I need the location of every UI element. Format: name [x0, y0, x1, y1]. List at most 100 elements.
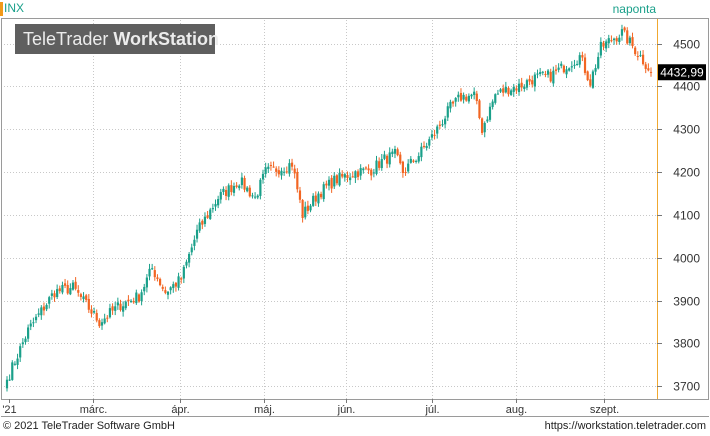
- candle-body: [246, 187, 249, 192]
- candle-body: [182, 266, 185, 279]
- x-tick-label: ápr.: [171, 404, 189, 416]
- candle-body: [238, 185, 241, 189]
- candle-body: [180, 278, 183, 280]
- candle-body: [24, 338, 27, 343]
- candle-body: [636, 56, 639, 58]
- candle-body: [8, 379, 11, 381]
- y-tick-label: 4300: [673, 123, 700, 137]
- candle-body: [71, 282, 75, 290]
- y-tick-label: 3700: [673, 380, 700, 394]
- candle-body: [148, 268, 151, 277]
- candle-body: [583, 57, 587, 73]
- candle-body: [531, 80, 534, 85]
- candle-body: [562, 65, 566, 73]
- footer-url[interactable]: https://workstation.teletrader.com: [544, 420, 706, 432]
- candle-body: [343, 174, 346, 178]
- candle-body: [145, 277, 148, 288]
- candle-body: [317, 193, 320, 204]
- candle-body: [454, 97, 457, 102]
- candle-body: [417, 156, 420, 162]
- candle-body: [341, 173, 344, 177]
- candle-body: [647, 68, 650, 71]
- copyright-text: © 2021 TeleTrader Software GmbH: [3, 420, 175, 432]
- candle-body: [251, 195, 254, 197]
- candle-body: [143, 286, 146, 292]
- candle-body: [639, 55, 642, 57]
- candle-body: [232, 185, 236, 193]
- candle-body: [174, 282, 178, 287]
- candle-body: [575, 63, 579, 65]
- candle-body: [296, 171, 299, 190]
- candle-body: [188, 253, 191, 263]
- candle-body: [58, 288, 61, 292]
- candle-body: [364, 167, 368, 169]
- candle-body: [457, 94, 460, 98]
- candle-body: [269, 165, 273, 167]
- x-tick-label: szept.: [590, 404, 619, 416]
- candle-body: [319, 193, 323, 198]
- candle-body: [388, 152, 391, 165]
- candle-body: [40, 307, 43, 316]
- candle-body: [301, 200, 304, 218]
- candle-body: [649, 71, 653, 73]
- candle-body: [557, 67, 560, 70]
- candle-body: [544, 73, 547, 75]
- candle-body: [48, 297, 51, 304]
- candle-body: [356, 171, 360, 178]
- candle-body: [512, 86, 515, 92]
- candle-body: [597, 56, 600, 69]
- candle-body: [401, 161, 405, 173]
- candle-body: [283, 171, 286, 173]
- candle-body: [338, 172, 341, 186]
- candle-body: [19, 346, 22, 358]
- candle-body: [573, 64, 576, 66]
- candle-body: [82, 296, 85, 300]
- candle-body: [351, 176, 354, 178]
- candle-body: [256, 195, 259, 198]
- candle-body: [103, 318, 106, 324]
- candle-body: [304, 206, 307, 218]
- candle-body: [414, 160, 418, 162]
- candle-body: [95, 312, 98, 321]
- candle-body: [63, 283, 67, 286]
- candle-body: [34, 316, 38, 321]
- candle-body: [491, 101, 494, 107]
- candle-body: [309, 205, 312, 211]
- candle-body: [391, 151, 394, 155]
- candle-body: [217, 199, 220, 206]
- candle-body: [496, 93, 500, 95]
- candle-body: [378, 161, 381, 168]
- candle-body: [322, 184, 325, 200]
- candle-body: [119, 303, 122, 311]
- candle-body: [206, 215, 209, 218]
- candle-body: [108, 308, 112, 318]
- candle-body: [446, 106, 449, 118]
- candle-body: [330, 177, 333, 189]
- candle-body: [198, 222, 201, 231]
- period-label[interactable]: naponta: [612, 2, 656, 16]
- candle-body: [462, 94, 465, 100]
- candle-body: [219, 192, 222, 200]
- candle-body: [153, 270, 156, 278]
- candle-body: [436, 126, 439, 134]
- candle-body: [169, 287, 172, 291]
- candle-body: [470, 94, 473, 97]
- candle-body: [449, 101, 452, 109]
- candle-body: [517, 83, 521, 93]
- candle-body: [195, 229, 199, 239]
- candle-body: [644, 64, 647, 69]
- candle-body: [325, 183, 328, 186]
- candle-body: [628, 37, 631, 44]
- candle-body: [520, 82, 523, 88]
- candle-body: [370, 169, 373, 176]
- candle-body: [546, 70, 550, 75]
- candle-body: [383, 154, 386, 159]
- candle-body: [404, 172, 407, 174]
- candle-body: [132, 300, 135, 303]
- candle-body: [13, 363, 17, 365]
- candle-body: [634, 47, 637, 55]
- candle-body: [362, 168, 365, 171]
- candle-body: [290, 162, 294, 167]
